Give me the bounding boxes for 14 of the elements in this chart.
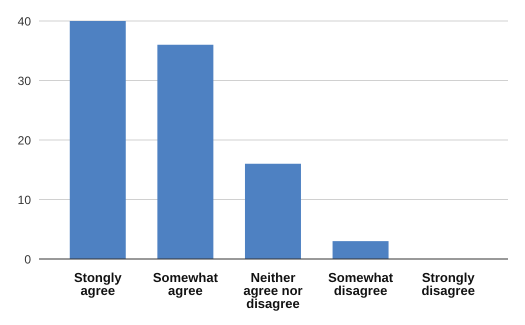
y-tick-label: 0 — [24, 252, 32, 266]
x-tick-label: Strongly disagree — [421, 270, 476, 298]
y-tick-label: 30 — [18, 74, 32, 88]
bar — [157, 44, 214, 259]
x-tick-label: Neither agree nor disagree — [243, 270, 303, 311]
bar — [244, 164, 301, 259]
y-tick-label: 40 — [18, 14, 32, 28]
bar — [332, 241, 389, 259]
bar — [70, 21, 126, 259]
x-tick-label: Stongly agree — [74, 270, 122, 298]
x-tick-label: Somewhat agree — [152, 270, 219, 298]
x-tick-label: Somewhat disagree — [328, 270, 394, 298]
y-tick-label: 10 — [18, 192, 32, 207]
y-tick-label: 20 — [18, 133, 32, 148]
